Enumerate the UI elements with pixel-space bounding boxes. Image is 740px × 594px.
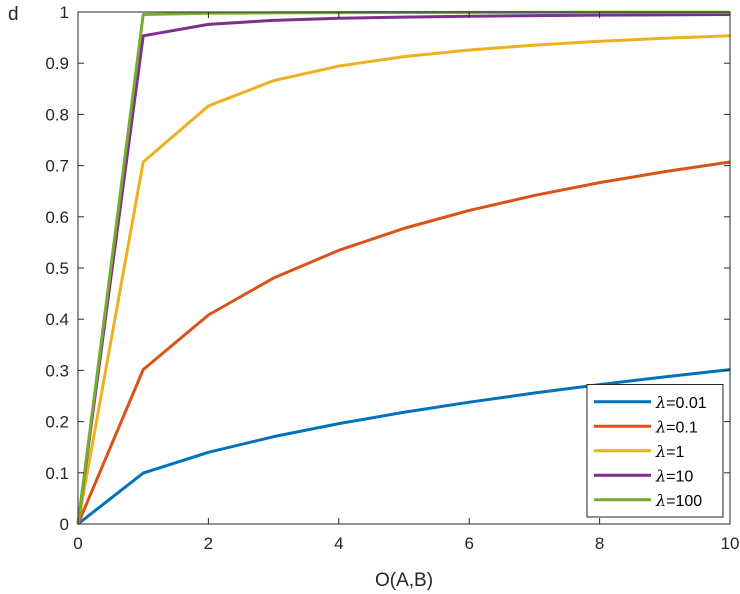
legend-series-name: =0.1 — [666, 419, 698, 436]
lambda-symbol: λ — [655, 442, 666, 461]
legend-label-2: λ=1 — [655, 442, 684, 461]
legend-label-1: λ=0.1 — [655, 417, 698, 436]
x-tick-label: 2 — [204, 534, 213, 553]
legend: λ=0.01λ=0.1λ=1λ=10λ=100 — [586, 384, 724, 518]
series-line-2 — [76, 34, 731, 525]
series-line-0 — [77, 368, 731, 526]
y-tick-label: 0.7 — [45, 157, 69, 176]
x-tick-label: 10 — [721, 534, 740, 553]
legend-series-name: =10 — [666, 468, 693, 485]
legend-series-name: =100 — [666, 493, 702, 510]
y-tick-label: 0.5 — [45, 259, 69, 278]
lambda-symbol: λ — [655, 417, 666, 436]
legend-label-0: λ=0.01 — [655, 393, 707, 412]
y-tick-label: 0.6 — [45, 208, 69, 227]
y-tick-label: 0.1 — [45, 464, 69, 483]
y-axis-label: d — [8, 4, 19, 25]
y-tick-label: 0.4 — [45, 310, 69, 329]
lambda-symbol: λ — [655, 466, 666, 485]
y-tick-label: 0 — [60, 515, 69, 534]
x-tick-label: 6 — [464, 534, 473, 553]
legend-label-3: λ=10 — [655, 466, 693, 485]
ticks-layer: 0 2 4 6 8 10 0 0.1 0.2 0.3 0.4 0.5 0.6 0.7 0.8 0.9 1 — [45, 3, 739, 553]
legend-series-name: =1 — [666, 444, 684, 461]
legend-label-4: λ=100 — [655, 491, 702, 510]
y-tick-label: 1 — [60, 3, 69, 22]
x-tick-label: 0 — [73, 534, 82, 553]
y-tick-label: 0.2 — [45, 413, 69, 432]
x-axis-label: O(A,B) — [375, 570, 433, 591]
lambda-symbol: λ — [655, 491, 666, 510]
y-tick-label: 0.8 — [45, 105, 69, 124]
series-line-3 — [76, 13, 731, 525]
x-tick-label: 4 — [334, 534, 343, 553]
y-tick-label: 0.3 — [45, 361, 69, 380]
series-line-1 — [76, 160, 731, 525]
y-tick-label: 0.9 — [45, 54, 69, 73]
lambda-symbol: λ — [655, 393, 666, 412]
legend-series-name: =0.01 — [666, 395, 707, 412]
x-tick-label: 8 — [595, 534, 604, 553]
